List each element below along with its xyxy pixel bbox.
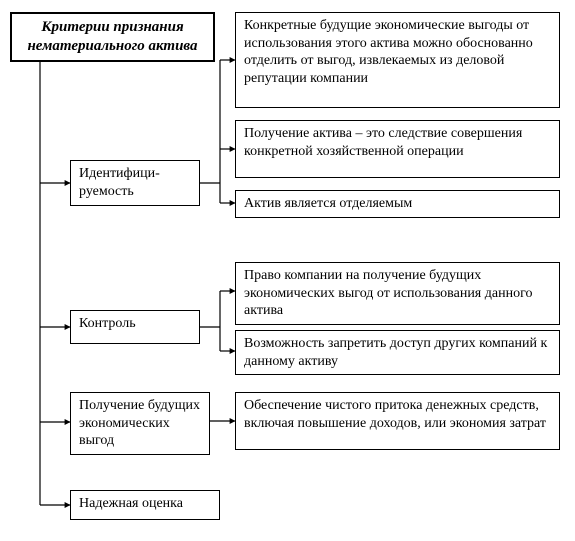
- criterion-ident: Идентифици­руемость: [70, 160, 200, 206]
- detail-2: Актив является отделяемым: [235, 190, 560, 218]
- detail-5: Обеспечение чистого притока денежных сре…: [235, 392, 560, 450]
- detail-0: Конкретные будущие экономические выгоды …: [235, 12, 560, 108]
- criterion-benefits: Получение будущих экономических выгод: [70, 392, 210, 455]
- criterion-valuation: Надежная оценка: [70, 490, 220, 520]
- criterion-control: Контроль: [70, 310, 200, 344]
- detail-3: Право компании на получение будущих экон…: [235, 262, 560, 325]
- detail-1: Получение актива – это следствие соверше…: [235, 120, 560, 178]
- header-box: Критерии признания нематериального актив…: [10, 12, 215, 62]
- detail-4: Возможность запретить доступ других комп…: [235, 330, 560, 375]
